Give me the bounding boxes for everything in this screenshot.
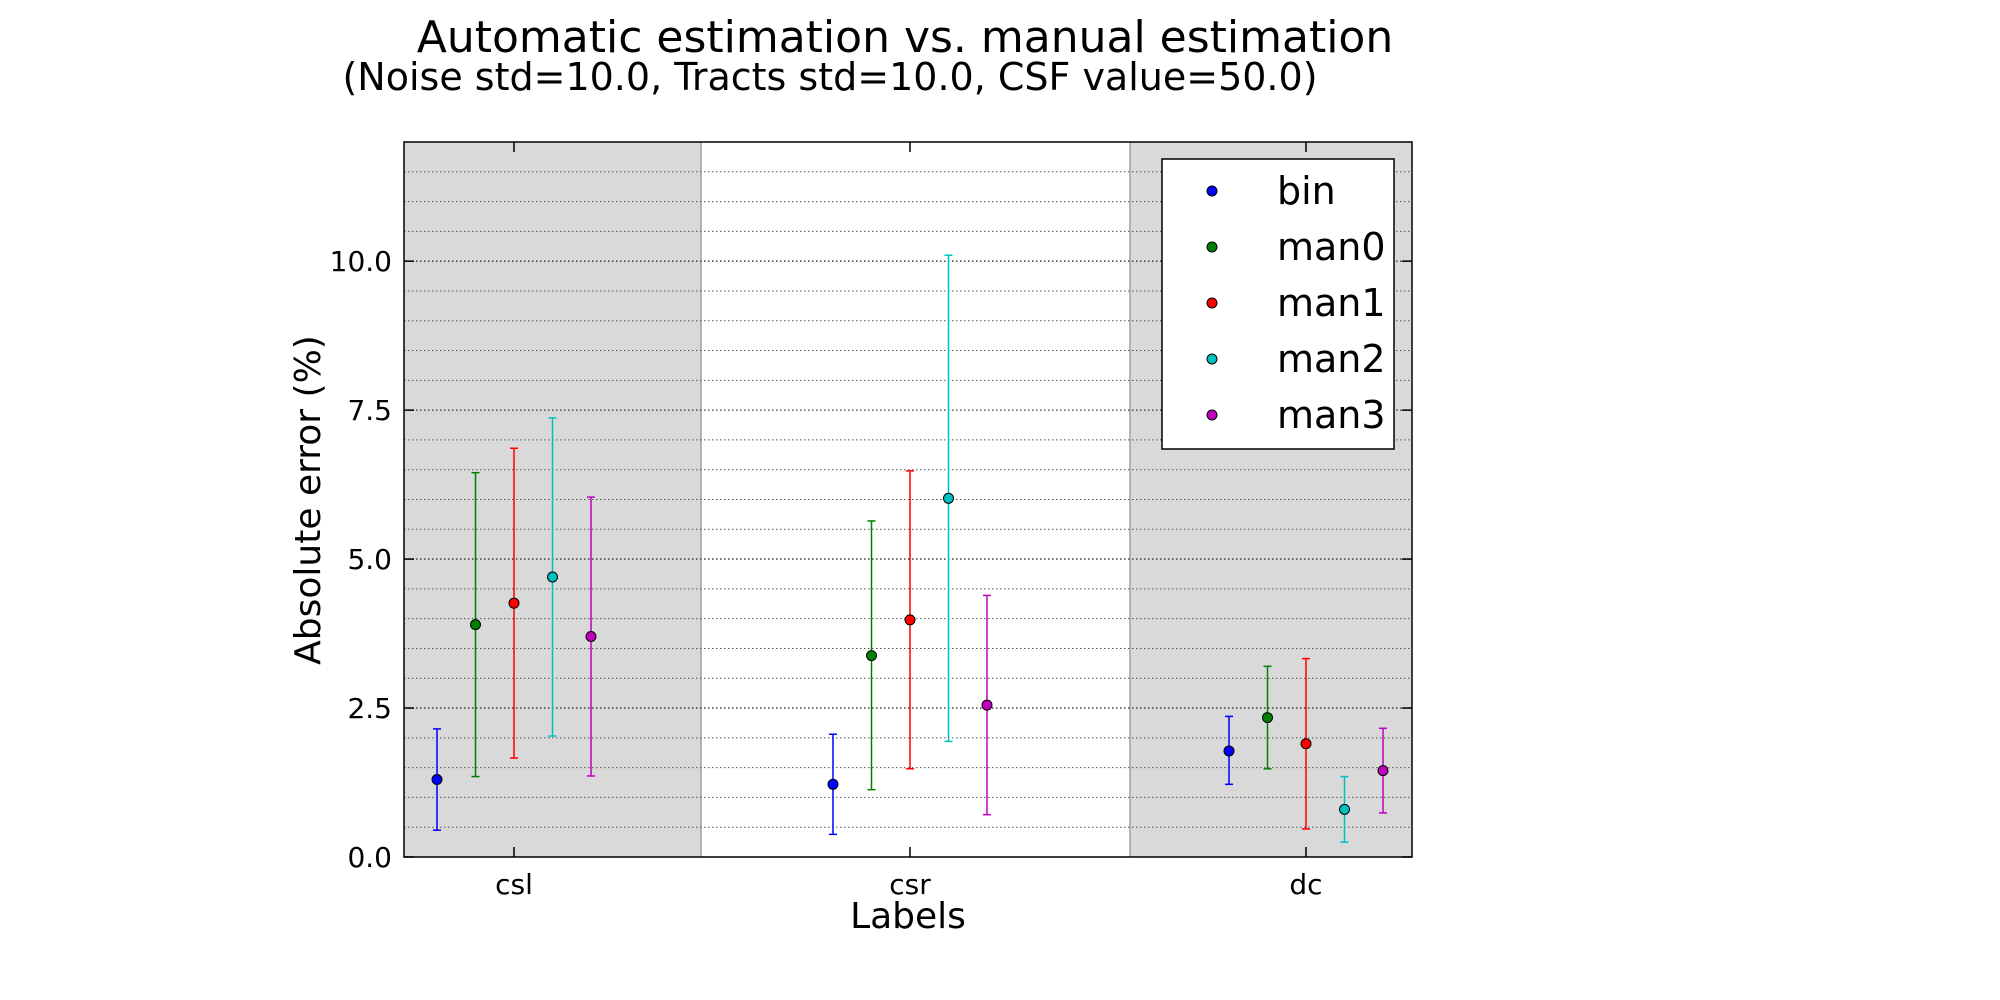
legend-marker-man2	[1206, 353, 1218, 365]
point-man0-csr	[866, 650, 877, 662]
y-tick-label: 10.0	[330, 245, 392, 278]
chart-subtitle: (Noise std=10.0, Tracts std=10.0, CSF va…	[342, 55, 1317, 99]
point-man2-dc	[1339, 803, 1350, 815]
y-axis-label: Absolute error (%)	[288, 335, 329, 665]
point-man0-csl	[470, 619, 481, 631]
legend-marker-man0	[1206, 241, 1218, 253]
point-man2-csl	[547, 571, 558, 583]
legend-label-man0: man0	[1277, 225, 1386, 269]
legend-box	[1161, 158, 1395, 450]
point-man1-csr	[904, 614, 916, 626]
x-axis-label: Labels	[850, 896, 966, 937]
legend-label-bin: bin	[1277, 169, 1336, 213]
point-man2-csr	[943, 492, 954, 504]
x-tick-label-csr: csr	[889, 868, 931, 901]
legend-marker-man1	[1206, 297, 1218, 309]
point-man3-csl	[585, 631, 597, 643]
y-tick-label: 7.5	[347, 394, 392, 427]
legend-label-man3: man3	[1277, 393, 1386, 437]
chart-title: Automatic estimation vs. manual estimati…	[417, 12, 1394, 63]
x-tick-label-csl: csl	[495, 868, 533, 901]
legend-label-man1: man1	[1277, 281, 1386, 325]
point-man3-dc	[1377, 765, 1389, 777]
legend: bin man0 man1 man2 man3	[1161, 158, 1395, 450]
x-tick-label-dc: dc	[1289, 868, 1322, 901]
point-bin-csr	[827, 778, 839, 790]
legend-label-man2: man2	[1277, 337, 1386, 381]
point-man0-dc	[1262, 712, 1273, 724]
point-man1-csl	[508, 597, 520, 609]
point-man3-csr	[981, 699, 993, 711]
point-bin-csl	[431, 774, 443, 786]
legend-marker-bin	[1206, 185, 1218, 197]
plot-frame	[403, 141, 1413, 858]
point-bin-dc	[1223, 745, 1235, 757]
y-tick-label: 0.0	[347, 841, 392, 874]
y-tick-label: 2.5	[347, 692, 392, 725]
point-man1-dc	[1300, 738, 1312, 750]
legend-marker-man3	[1206, 409, 1218, 421]
y-tick-label: 5.0	[347, 543, 392, 576]
